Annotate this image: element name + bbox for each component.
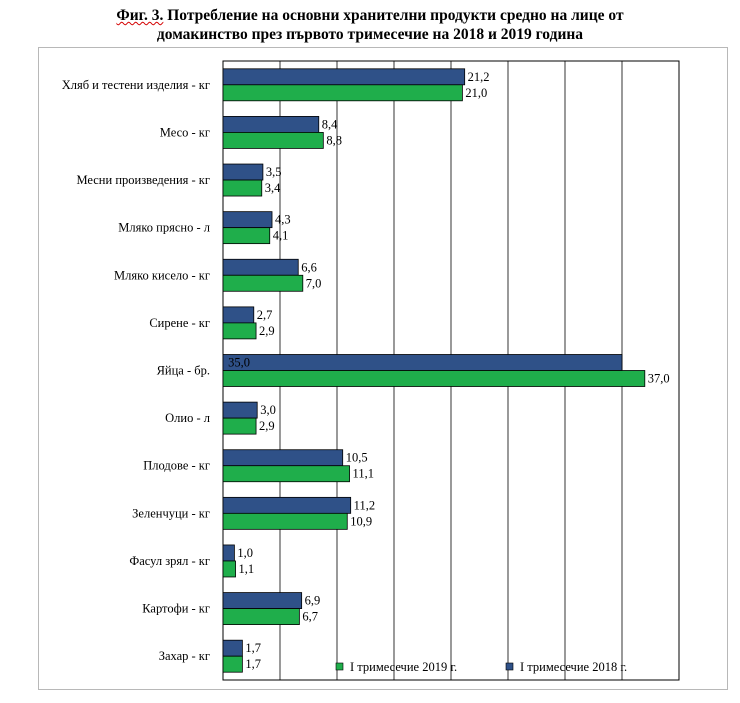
bar-2019 (222, 512, 348, 530)
bar-2018 (222, 401, 258, 419)
category-label: Сирене - кг (149, 316, 210, 330)
data-label-2018: 6,9 (305, 594, 321, 608)
bar-2018 (222, 639, 243, 657)
bar-2019 (222, 274, 304, 292)
bar-2019 (222, 322, 257, 340)
bar-2019 (222, 465, 350, 483)
bar-2018 (222, 544, 235, 562)
category-label: Зеленчуци - кг (132, 506, 210, 520)
bar-2019 (222, 655, 243, 673)
bar-2018 (222, 449, 344, 467)
category-label: Месо - кг (160, 125, 210, 139)
data-label-2018: 10,5 (346, 451, 368, 465)
data-label-2019: 7,0 (306, 276, 322, 290)
legend-swatch (505, 662, 514, 671)
category-label: Захар - кг (159, 649, 210, 663)
data-label-2018: 21,2 (468, 70, 490, 84)
category-label: Яйца - бр. (157, 364, 210, 378)
title-line1: Потребление на основни хранителни продук… (163, 7, 624, 24)
data-label-2019: 1,7 (245, 657, 261, 671)
data-label-2018: 3,0 (260, 403, 276, 417)
title-prefix: Фиг. 3. (116, 7, 164, 24)
data-label-2018: 4,3 (275, 213, 291, 227)
bar-2019 (222, 84, 463, 102)
bar-2018 (222, 496, 352, 514)
bar-2019 (222, 370, 646, 387)
category-label: Картофи - кг (142, 602, 210, 616)
bar-2018 (222, 163, 264, 181)
data-label-2018: 8,4 (322, 117, 338, 131)
bar-2018 (222, 116, 320, 133)
data-label-2019: 8,8 (326, 133, 342, 147)
legend-label: I тримесечие 2018 г. (520, 660, 627, 674)
data-label-2018: 11,2 (354, 498, 375, 512)
data-label-2018: 2,7 (257, 308, 273, 322)
bar-2018 (222, 592, 303, 609)
category-label: Месни произведения - кг (76, 173, 210, 187)
title-line2: домакинство през първото тримесечие на 2… (156, 26, 584, 43)
bar-2018 (222, 211, 273, 229)
category-label: Мляко кисело - кг (114, 268, 210, 282)
category-label: Фасул зрял - кг (129, 554, 210, 568)
category-label: Олио - л (165, 411, 210, 425)
bar-2019 (222, 227, 271, 245)
data-label-2019: 2,9 (259, 419, 275, 433)
data-label-2018: 1,0 (237, 546, 253, 560)
data-label-2018: 6,6 (301, 260, 317, 274)
bar-2019 (222, 417, 257, 435)
category-label: Хляб и тестени изделия - кг (62, 78, 210, 92)
data-label-2019: 37,0 (648, 372, 670, 386)
bar-2018 (222, 306, 255, 324)
data-label-2019: 11,1 (353, 467, 374, 481)
bar-2019 (222, 132, 324, 149)
legend-swatch (335, 662, 344, 671)
data-label-2019: 10,9 (350, 514, 372, 528)
data-label-2019: 6,7 (302, 610, 318, 624)
data-label-2019: 1,1 (239, 562, 255, 576)
category-label: Мляко прясно - л (118, 221, 210, 235)
data-label-2019: 2,9 (259, 324, 275, 338)
data-label-2019: 4,1 (273, 229, 289, 243)
bar-2019 (222, 179, 263, 197)
chart-frame (38, 47, 728, 690)
data-label-2018: 1,7 (245, 641, 261, 655)
chart-title: Фиг. 3. Потребление на основни хранителн… (0, 6, 740, 44)
data-label-2018: 3,5 (266, 165, 282, 179)
bar-2019 (222, 608, 300, 625)
bar-2019 (222, 560, 236, 578)
legend-label: I тримесечие 2019 г. (350, 660, 457, 674)
bar-2018 (222, 354, 623, 371)
data-label-2019: 21,0 (465, 86, 487, 100)
data-label-2019: 3,4 (265, 181, 281, 195)
bar-2018 (222, 258, 299, 276)
category-label: Плодове - кг (143, 459, 210, 473)
data-label-2018: 35,0 (228, 356, 250, 370)
bar-2018 (222, 68, 466, 86)
